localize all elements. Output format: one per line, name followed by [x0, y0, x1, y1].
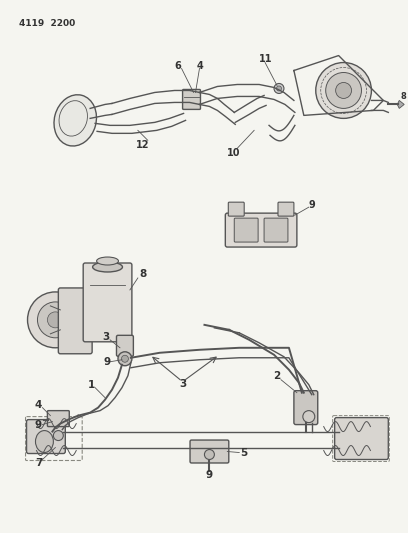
- Circle shape: [47, 312, 63, 328]
- Text: 9: 9: [104, 357, 111, 367]
- FancyBboxPatch shape: [27, 419, 65, 454]
- Circle shape: [27, 292, 83, 348]
- Ellipse shape: [54, 95, 96, 146]
- Text: 4: 4: [35, 400, 42, 410]
- FancyBboxPatch shape: [228, 202, 244, 216]
- Text: 8: 8: [400, 92, 406, 101]
- Text: 6: 6: [174, 61, 181, 70]
- Circle shape: [122, 356, 129, 362]
- Ellipse shape: [93, 262, 122, 272]
- Circle shape: [336, 83, 352, 99]
- Text: 2: 2: [273, 371, 281, 381]
- FancyBboxPatch shape: [190, 440, 229, 463]
- Circle shape: [53, 431, 63, 441]
- FancyBboxPatch shape: [335, 417, 388, 459]
- Text: 5: 5: [241, 448, 248, 457]
- Text: 4: 4: [197, 61, 204, 70]
- Text: 4119  2200: 4119 2200: [19, 19, 75, 28]
- Circle shape: [316, 62, 371, 118]
- Text: 9: 9: [35, 419, 42, 430]
- Ellipse shape: [35, 431, 53, 453]
- Text: 9: 9: [206, 471, 213, 480]
- FancyBboxPatch shape: [47, 410, 69, 426]
- FancyBboxPatch shape: [116, 335, 133, 356]
- FancyBboxPatch shape: [182, 90, 200, 109]
- Circle shape: [204, 449, 214, 459]
- FancyBboxPatch shape: [264, 218, 288, 242]
- FancyBboxPatch shape: [278, 202, 294, 216]
- FancyBboxPatch shape: [234, 218, 258, 242]
- Text: 8: 8: [139, 269, 146, 279]
- Text: 7: 7: [35, 458, 42, 469]
- Text: 10: 10: [226, 148, 240, 158]
- Circle shape: [277, 86, 282, 91]
- FancyBboxPatch shape: [58, 288, 92, 354]
- Ellipse shape: [97, 257, 118, 265]
- Text: 9: 9: [308, 200, 315, 210]
- FancyBboxPatch shape: [294, 391, 318, 425]
- Text: 1: 1: [87, 379, 95, 390]
- Circle shape: [38, 302, 73, 338]
- FancyBboxPatch shape: [83, 263, 132, 342]
- Text: 3: 3: [179, 378, 186, 389]
- Text: 11: 11: [259, 53, 273, 63]
- Circle shape: [326, 72, 361, 108]
- Circle shape: [274, 84, 284, 93]
- Circle shape: [303, 410, 315, 423]
- Text: 3: 3: [102, 332, 110, 342]
- Circle shape: [118, 352, 132, 366]
- Polygon shape: [397, 100, 404, 108]
- FancyBboxPatch shape: [225, 213, 297, 247]
- Text: 12: 12: [136, 140, 150, 150]
